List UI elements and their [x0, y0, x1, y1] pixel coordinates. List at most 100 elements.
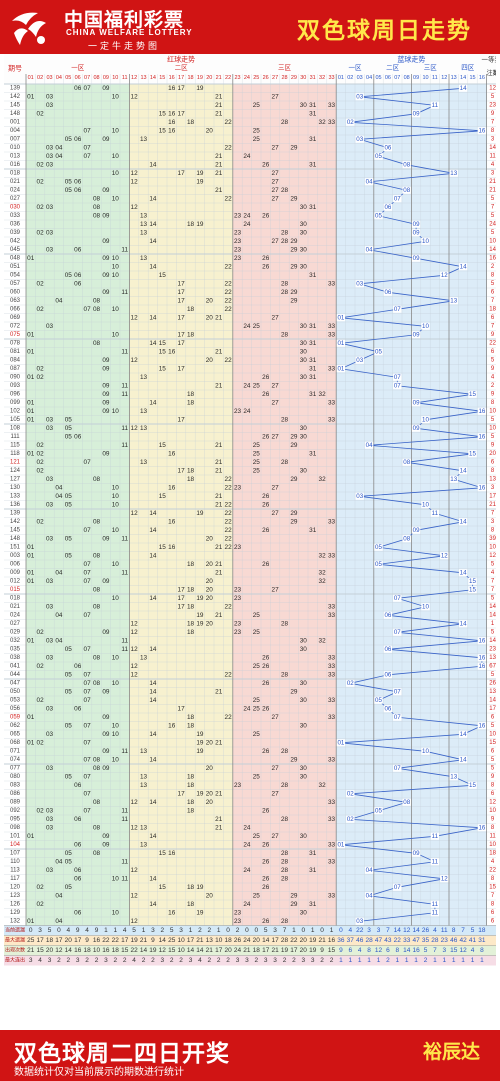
prize-count-value: 10	[489, 731, 496, 737]
issue-number: 092	[10, 808, 21, 814]
blue-ball-marker-bg	[477, 637, 487, 645]
blue-ball-marker-bg	[364, 246, 374, 254]
red-ball-column-header: 31	[310, 75, 316, 81]
red-ball-number: 12	[131, 799, 139, 806]
prize-count-value: 6	[491, 714, 495, 720]
red-ball-number: 32	[319, 782, 327, 789]
blue-ball-marker-bg	[364, 866, 374, 874]
red-ball-number: 13	[140, 374, 148, 381]
red-ball-column-header: 20	[206, 75, 212, 81]
stats-red-value: 15	[328, 947, 336, 954]
prize-count-value: 8	[491, 272, 495, 278]
red-ball-number: 08	[93, 204, 101, 211]
red-ball-number: 01	[27, 416, 35, 423]
red-ball-number: 03	[46, 204, 54, 211]
red-ball-number: 28	[281, 782, 289, 789]
blue-ball-marker-bg	[393, 373, 402, 381]
red-ball-number: 16	[168, 850, 176, 857]
blue-ball-number: 13	[450, 297, 457, 304]
red-ball-number: 30	[300, 909, 308, 916]
red-ball-number: 23	[234, 782, 242, 789]
red-ball-number: 20	[206, 127, 214, 134]
red-ball-number: 01	[27, 739, 35, 746]
stats-red-value: 10	[215, 937, 223, 944]
red-ball-number: 29	[290, 510, 298, 517]
red-ball-number: 27	[272, 178, 280, 185]
prize-count-value: 22	[489, 867, 496, 873]
prize-count-value: 14	[489, 145, 496, 151]
red-ball-number: 13	[140, 212, 148, 219]
stats-red-value: 15	[121, 947, 129, 954]
red-ball-number: 12	[131, 93, 139, 100]
red-ball-number: 25	[253, 450, 261, 457]
red-ball-number: 20	[206, 357, 214, 364]
blue-ball-marker-bg	[355, 280, 364, 288]
stats-red-value: 20	[253, 937, 261, 944]
blue-ball-marker-bg	[477, 127, 487, 135]
stats-red-value: 10	[177, 937, 185, 944]
stats-row-bg	[4, 955, 496, 966]
red-ball-number: 02	[37, 901, 45, 908]
stats-blue-value: 28	[431, 937, 439, 944]
stats-red-value: 0	[226, 927, 230, 934]
red-ball-number: 26	[262, 858, 270, 865]
blue-ball-marker-bg	[477, 722, 487, 730]
red-ball-number: 24	[243, 867, 251, 874]
issue-number: 021	[10, 604, 21, 610]
red-ball-number: 20	[206, 561, 214, 568]
stats-red-value: 20	[300, 937, 308, 944]
red-ball-number: 09	[102, 187, 110, 194]
blue-ball-number: 03	[356, 136, 363, 143]
stats-blue-value: 1	[358, 957, 362, 964]
red-ball-number: 19	[196, 85, 204, 92]
red-ball-number: 23	[234, 484, 242, 491]
issue-number: 130	[10, 485, 21, 491]
stats-note: 数据统计仅对当前展示的期数进行统计	[14, 1067, 184, 1078]
red-ball-number: 28	[281, 416, 289, 423]
red-ball-number: 09	[102, 765, 110, 772]
red-ball-number: 22	[225, 476, 233, 483]
red-ball-number: 09	[102, 382, 110, 389]
red-ball-column-header: 13	[140, 75, 146, 81]
red-ball-number: 18	[187, 603, 195, 610]
red-ball-number: 01	[27, 544, 35, 551]
prize-count-value: 8	[491, 468, 495, 474]
issue-number: 113	[10, 867, 20, 873]
stats-red-value: 0	[320, 927, 324, 934]
prize-count-value: 17	[489, 493, 496, 499]
red-ball-number: 25	[253, 697, 261, 704]
footer-banner: 双色球周二四日开奖 数据统计仅对当前展示的期数进行统计 裕辰达	[0, 1030, 500, 1081]
prize-count-value: 23	[489, 646, 496, 652]
blue-ball-number: 10	[422, 748, 429, 755]
blue-ball-marker-bg	[440, 552, 449, 560]
stats-red-value: 4	[132, 957, 136, 964]
issue-number: 127	[10, 476, 21, 482]
blue-ball-marker-bg	[468, 586, 477, 594]
prize-count-value: 21	[489, 502, 496, 508]
issue-number: 095	[10, 816, 21, 822]
stats-red-value: 2	[207, 957, 211, 964]
stats-red-value: 16	[102, 947, 110, 954]
red-ball-number: 04	[55, 153, 63, 160]
red-ball-number: 13	[140, 654, 148, 661]
prize-count-value: 5	[491, 94, 495, 100]
blue-ball-number: 07	[394, 382, 401, 389]
red-ball-number: 09	[102, 399, 110, 406]
header-banner: 中国福利彩票 CHINA WELFARE LOTTERY 一定牛走势图 双色球周…	[0, 0, 500, 54]
red-ball-column-header: 06	[75, 75, 81, 81]
issue-number: 132	[10, 918, 21, 924]
red-ball-number: 17	[178, 416, 186, 423]
prize-count-value: 13	[489, 689, 496, 695]
red-ball-number: 23	[234, 620, 242, 627]
stats-red-value: 3	[179, 927, 183, 934]
issue-number: 018	[10, 170, 21, 176]
red-ball-number: 30	[300, 340, 308, 347]
issue-number: 117	[10, 876, 20, 882]
issue-number: 035	[10, 646, 21, 652]
blue-ball-number: 09	[413, 110, 420, 117]
red-ball-number: 20	[206, 595, 214, 602]
red-ball-number: 21	[215, 442, 223, 449]
prize-count-value: 7	[491, 119, 495, 125]
blue-ball-marker-bg	[411, 849, 421, 857]
stats-red-value: 21	[318, 937, 326, 944]
